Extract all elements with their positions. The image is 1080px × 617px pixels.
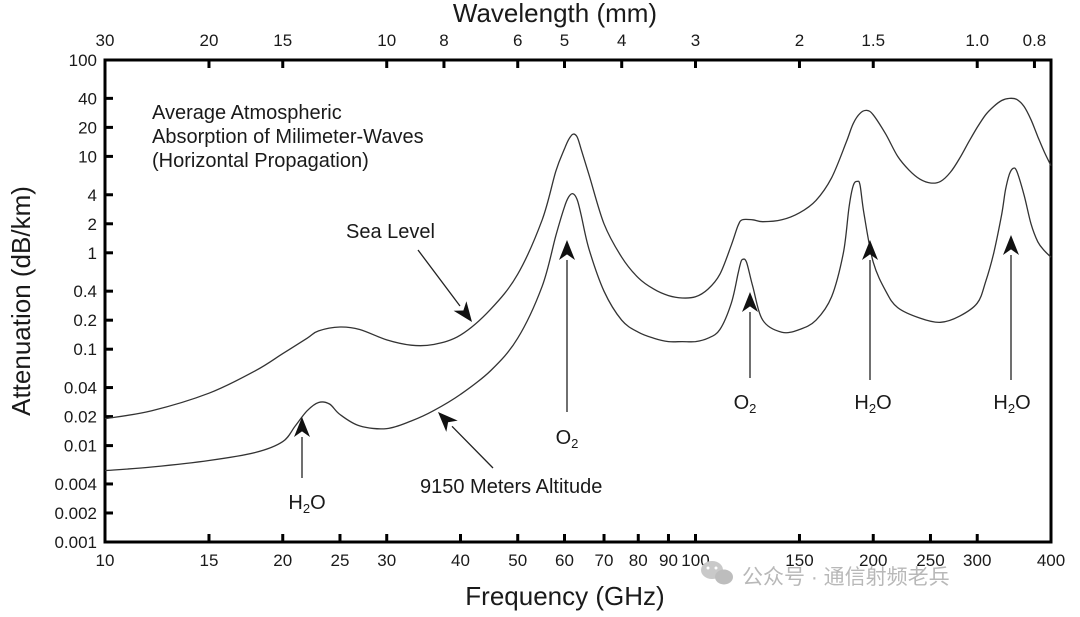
sea-level-arrow (417, 249, 472, 322)
x-tick-label: 25 (331, 551, 350, 570)
y-tick-label: 0.004 (54, 475, 97, 494)
h2o-183-arrow (862, 240, 878, 380)
y-axis-title: Attenuation (dB/km) (6, 186, 36, 416)
chart-title-line-1: Average Atmospheric (152, 102, 342, 124)
x-axis-title: Frequency (GHz) (465, 581, 664, 611)
h2o-22-label: H2O (288, 492, 325, 516)
h2o-22-arrow (294, 417, 310, 478)
top-tick-label: 8 (439, 31, 448, 50)
top-tick-label: 4 (617, 31, 626, 50)
top-tick-label: 20 (200, 31, 219, 50)
y-tick-label: 0.04 (64, 379, 97, 398)
watermark-text: 公众号 · 通信射频老兵 (742, 566, 950, 589)
sea-level-label: Sea Level (346, 221, 435, 243)
y-tick-label: 0.02 (64, 408, 97, 427)
y-tick-label: 20 (78, 118, 97, 137)
curves-layer (104, 97, 1052, 472)
top-tick-label: 15 (273, 31, 292, 50)
x-tick-label: 400 (1037, 551, 1065, 570)
y-tick-label: 10 (78, 147, 97, 166)
top-tick-label: 0.8 (1023, 31, 1047, 50)
sea-level-curve (104, 97, 1052, 420)
altitude-arrow (438, 412, 494, 469)
x-tick-label: 50 (508, 551, 527, 570)
plot-frame (103, 58, 1053, 544)
x-tick-label: 150 (785, 551, 813, 570)
h2o-325-arrow (1003, 235, 1019, 380)
y-tick-label: 0.4 (73, 282, 97, 301)
top-tick-label: 10 (377, 31, 396, 50)
y-tick-label: 0.1 (73, 340, 97, 359)
o2-60-label: O2 (556, 427, 579, 451)
wechat-icon (701, 561, 733, 585)
y-tick-label: 40 (78, 89, 97, 108)
x-tick-label: 300 (963, 551, 991, 570)
x-tick-label: 100 (681, 551, 709, 570)
top-tick-label: 2 (795, 31, 804, 50)
o2-119-label: O2 (734, 392, 757, 416)
top-tick-label: 1.0 (965, 31, 989, 50)
h2o-325-label: H2O (993, 392, 1030, 416)
altitude-label: 9150 Meters Altitude (420, 476, 602, 498)
y-tick-label: 0.002 (54, 504, 97, 523)
top-tick-label: 1.5 (861, 31, 885, 50)
chart-title-line-3: (Horizontal Propagation) (152, 150, 369, 172)
h2o-183-label: H2O (854, 392, 891, 416)
o2-60-arrow (559, 240, 575, 412)
top-tick-label: 3 (691, 31, 700, 50)
x-tick-label: 200 (859, 551, 887, 570)
y-tick-label: 2 (88, 215, 97, 234)
annotations-layer: Sea Level 9150 Meters Altitude H2O O2 O2 H2O H… (288, 221, 1030, 516)
ticks-layer: 10 15 20 25 30 40 50 60 70 80 90 100 150 200 250 300 400… (54, 31, 1065, 570)
x-tick-label: 60 (555, 551, 574, 570)
x-tick-label: 20 (273, 551, 292, 570)
x-tick-label: 10 (96, 551, 115, 570)
y-tick-label: 0.01 (64, 437, 97, 456)
chart-title-line-2: Absorption of Milimeter-Waves (152, 126, 424, 148)
y-tick-label: 4 (88, 186, 97, 205)
o2-119-arrow (742, 292, 758, 378)
x-tick-label: 250 (916, 551, 944, 570)
y-tick-label: 1 (88, 244, 97, 263)
y-tick-label: 0.2 (73, 311, 97, 330)
x-tick-label: 30 (377, 551, 396, 570)
x-tick-label: 40 (451, 551, 470, 570)
y-tick-label: 0.001 (54, 533, 97, 552)
y-tick-label: 100 (69, 51, 97, 70)
watermark: 公众号 · 通信射频老兵 (701, 561, 950, 589)
top-tick-label: 6 (513, 31, 522, 50)
top-axis-title: Wavelength (mm) (453, 0, 657, 28)
x-tick-label: 15 (200, 551, 219, 570)
x-tick-label: 80 (629, 551, 648, 570)
altitude-9150m-curve (104, 167, 1052, 472)
x-tick-label: 70 (595, 551, 614, 570)
top-tick-label: 30 (96, 31, 115, 50)
x-tick-label: 90 (659, 551, 678, 570)
top-tick-label: 5 (560, 31, 569, 50)
